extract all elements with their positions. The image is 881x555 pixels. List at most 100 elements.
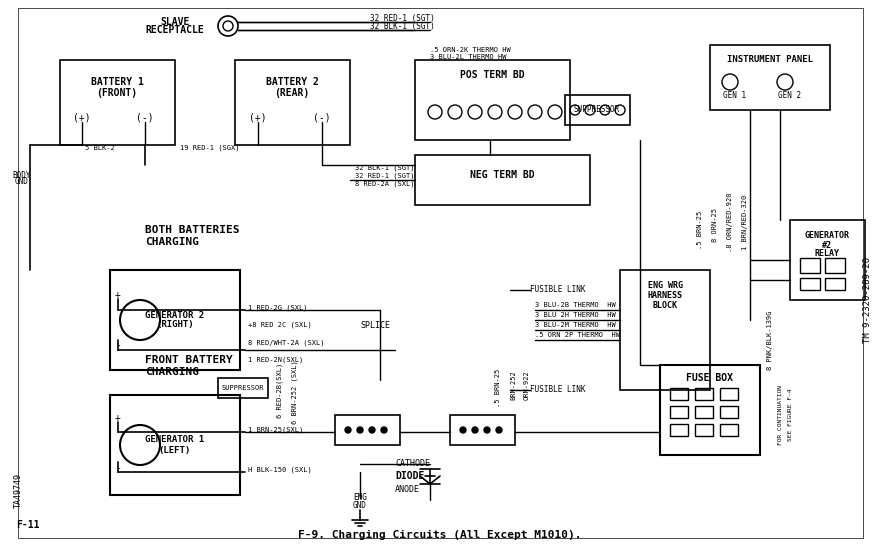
- Bar: [235, 60, 350, 145]
- Text: GENERATOR 1: GENERATOR 1: [145, 436, 204, 445]
- Text: F-11: F-11: [16, 520, 40, 530]
- Text: 3 BLU-2M THERMO  HW: 3 BLU-2M THERMO HW: [535, 322, 616, 328]
- Circle shape: [496, 427, 502, 433]
- Bar: [695, 406, 713, 418]
- Text: SUPPRESSOR: SUPPRESSOR: [222, 385, 264, 391]
- Bar: [335, 415, 400, 445]
- Text: 3 BLU 2H THERMO  HW: 3 BLU 2H THERMO HW: [535, 312, 616, 318]
- Text: -: -: [115, 463, 121, 473]
- Text: NEG TERM BD: NEG TERM BD: [470, 170, 534, 180]
- Bar: [720, 424, 738, 436]
- Text: (REAR): (REAR): [274, 88, 309, 98]
- Text: ORN-922: ORN-922: [524, 370, 530, 400]
- Text: FOR CONTINUATION: FOR CONTINUATION: [778, 385, 782, 445]
- Text: FRONT BATTERY: FRONT BATTERY: [145, 355, 233, 365]
- Text: 1 RED-2G (SXL): 1 RED-2G (SXL): [248, 305, 307, 311]
- Circle shape: [484, 427, 490, 433]
- Text: .5 ORN-2K THERMO HW: .5 ORN-2K THERMO HW: [430, 47, 511, 53]
- Text: BOTH BATTERIES: BOTH BATTERIES: [145, 225, 240, 235]
- Text: 1 BRN/RED-320: 1 BRN/RED-320: [742, 194, 748, 250]
- Text: 8 PNK/BLK-139G: 8 PNK/BLK-139G: [767, 310, 773, 370]
- Text: (+): (+): [249, 113, 267, 123]
- Text: 32 BLK-1 (SGT): 32 BLK-1 (SGT): [355, 165, 414, 171]
- Text: SUPPRESSOR: SUPPRESSOR: [574, 105, 620, 114]
- Bar: [110, 270, 240, 370]
- Bar: [565, 95, 630, 125]
- Text: TA49749: TA49749: [13, 472, 23, 507]
- Text: 3 BLU-2L THERMO HW: 3 BLU-2L THERMO HW: [430, 54, 507, 60]
- Bar: [670, 388, 688, 400]
- Text: (-): (-): [137, 113, 154, 123]
- Text: .5 BRN-25: .5 BRN-25: [697, 211, 703, 249]
- Text: (+): (+): [73, 113, 91, 123]
- Bar: [790, 220, 865, 300]
- Text: .8 ORN/RED-920: .8 ORN/RED-920: [727, 192, 733, 252]
- Bar: [660, 365, 760, 455]
- Bar: [800, 258, 820, 273]
- Text: +8 RED 2C (SXL): +8 RED 2C (SXL): [248, 322, 312, 328]
- Text: CHARGING: CHARGING: [145, 237, 199, 247]
- Text: 1 BRN-25(SXL): 1 BRN-25(SXL): [248, 427, 303, 433]
- Text: 6 RED-2B(SXL): 6 RED-2B(SXL): [277, 362, 284, 417]
- Text: RELAY: RELAY: [815, 249, 840, 258]
- Text: BODY: BODY: [12, 170, 31, 179]
- Text: CATHODE: CATHODE: [395, 460, 430, 468]
- Text: INSTRUMENT PANEL: INSTRUMENT PANEL: [727, 56, 813, 64]
- Bar: [218, 378, 268, 398]
- Text: GND: GND: [353, 502, 367, 511]
- Text: 1 RED-2N(SXL): 1 RED-2N(SXL): [248, 357, 303, 364]
- Text: .5 BRN-25: .5 BRN-25: [495, 369, 501, 407]
- Text: 3 BLU-2B THERMO  HW: 3 BLU-2B THERMO HW: [535, 302, 616, 308]
- Bar: [695, 424, 713, 436]
- Text: BRN-252: BRN-252: [510, 370, 516, 400]
- Text: TM 9-2320-289-20: TM 9-2320-289-20: [863, 257, 872, 343]
- Text: GENERATOR: GENERATOR: [804, 230, 849, 240]
- Text: F-9. Charging Circuits (All Except M1010).: F-9. Charging Circuits (All Except M1010…: [299, 530, 581, 540]
- Text: GENERATOR 2: GENERATOR 2: [145, 310, 204, 320]
- Text: +: +: [115, 290, 121, 300]
- Text: ANODE: ANODE: [395, 486, 420, 495]
- Text: BATTERY 1: BATTERY 1: [91, 77, 144, 87]
- Text: .5 ORN 2P THERMO  HW: .5 ORN 2P THERMO HW: [535, 332, 620, 338]
- Bar: [60, 60, 175, 145]
- Circle shape: [460, 427, 466, 433]
- Bar: [450, 415, 515, 445]
- Bar: [800, 278, 820, 290]
- Bar: [415, 155, 590, 205]
- Text: H BLK-150 (SXL): H BLK-150 (SXL): [248, 467, 312, 473]
- Text: FUSIBLE LINK: FUSIBLE LINK: [530, 386, 586, 395]
- Bar: [720, 388, 738, 400]
- Text: GEN 1: GEN 1: [723, 90, 746, 99]
- Text: FUSIBLE LINK: FUSIBLE LINK: [530, 285, 586, 295]
- Bar: [825, 278, 845, 290]
- Text: FUSE BOX: FUSE BOX: [686, 373, 734, 383]
- Text: -: -: [115, 340, 121, 350]
- Text: +: +: [115, 413, 121, 423]
- Text: (RIGHT): (RIGHT): [156, 320, 194, 330]
- Text: DIODE: DIODE: [395, 471, 425, 481]
- Text: 32 RED-1 (SGT): 32 RED-1 (SGT): [370, 13, 434, 23]
- Text: ENG WRG: ENG WRG: [648, 280, 683, 290]
- Bar: [620, 270, 710, 390]
- Circle shape: [472, 427, 478, 433]
- Text: (LEFT): (LEFT): [159, 446, 191, 455]
- Bar: [710, 45, 830, 110]
- Text: (FRONT): (FRONT): [96, 88, 137, 98]
- Text: ENG: ENG: [353, 493, 367, 502]
- Bar: [415, 60, 570, 140]
- Bar: [670, 424, 688, 436]
- Text: CHARGING: CHARGING: [145, 367, 199, 377]
- Bar: [670, 406, 688, 418]
- Text: SPLICE: SPLICE: [360, 320, 390, 330]
- Bar: [825, 258, 845, 273]
- Text: 32 BLK-1 (SGT): 32 BLK-1 (SGT): [370, 22, 434, 31]
- Text: 8 ORN-25: 8 ORN-25: [712, 208, 718, 242]
- Text: 8 RED/WHT-2A (SXL): 8 RED/WHT-2A (SXL): [248, 340, 324, 346]
- Text: 5 BLK-2: 5 BLK-2: [85, 145, 115, 151]
- Text: SEE FIGURE F-4: SEE FIGURE F-4: [788, 388, 793, 441]
- Text: #2: #2: [822, 240, 832, 250]
- Text: 19 RED-1 (SGX): 19 RED-1 (SGX): [180, 145, 240, 152]
- Circle shape: [381, 427, 387, 433]
- Bar: [695, 388, 713, 400]
- Circle shape: [369, 427, 375, 433]
